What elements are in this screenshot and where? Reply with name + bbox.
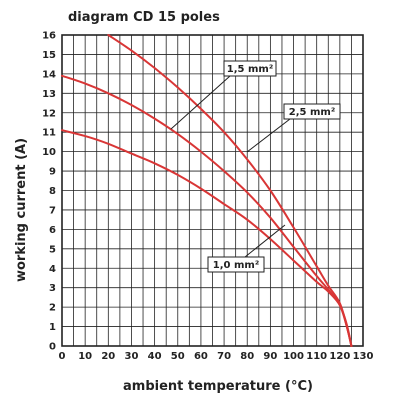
series-line: [107, 34, 353, 347]
y-axis-label: working current (A): [14, 138, 29, 282]
x-tick-label: 90: [263, 351, 277, 362]
series-label: 1,0 mm²: [213, 260, 259, 271]
chart-title: diagram CD 15 poles: [68, 10, 220, 25]
y-tick-label: 6: [49, 225, 56, 236]
y-tick-label: 16: [42, 31, 56, 42]
x-tick-label: 110: [306, 351, 327, 362]
series-label: 2,5 mm²: [289, 107, 335, 118]
y-tick-label: 13: [42, 89, 56, 100]
y-tick-label: 0: [49, 342, 56, 353]
y-tick-label: 2: [49, 303, 56, 314]
x-tick-label: 10: [78, 351, 92, 362]
y-tick-label: 7: [49, 205, 56, 216]
x-tick-label: 40: [148, 351, 162, 362]
x-tick-label: 60: [194, 351, 208, 362]
series-label: 1,5 mm²: [227, 64, 273, 75]
x-tick-label: 130: [353, 351, 374, 362]
y-tick-label: 5: [49, 244, 56, 255]
series-line: [61, 129, 353, 347]
y-tick-label: 8: [49, 186, 56, 197]
x-axis-label: ambient temperature (°C): [123, 379, 313, 394]
x-tick-label: 120: [329, 351, 350, 362]
series-lines: [61, 34, 353, 347]
x-tick-label: 30: [125, 351, 139, 362]
x-tick-label: 80: [240, 351, 254, 362]
y-tick-label: 15: [42, 50, 56, 61]
y-tick-label: 11: [42, 128, 56, 139]
series-label-leader: [244, 224, 286, 258]
x-tick-label: 50: [171, 351, 185, 362]
series-labels: 1,5 mm² 2,5 mm² 1,0 mm²: [170, 60, 341, 273]
x-tick-label: 20: [101, 351, 115, 362]
tick-labels: 0 10 20 30 40 50 60 70 80 90 100 110 120 130012345678…: [42, 31, 373, 363]
series-label-box: [283, 103, 341, 120]
y-tick-label: 1: [49, 322, 56, 333]
series-label-box: [207, 256, 265, 273]
y-tick-label: 4: [49, 264, 56, 275]
grid: [61, 34, 364, 347]
y-tick-label: 14: [42, 69, 56, 80]
plot-frame: [61, 34, 364, 347]
y-tick-label: 3: [49, 283, 56, 294]
y-tick-label: 9: [49, 167, 56, 178]
x-tick-label: 100: [283, 351, 304, 362]
series-label-leader: [170, 75, 231, 130]
x-tick-label: 0: [59, 351, 66, 362]
y-tick-label: 10: [42, 147, 56, 158]
x-tick-label: 70: [217, 351, 231, 362]
series-label-box: [223, 60, 277, 77]
series-label-leader: [246, 118, 291, 153]
y-tick-label: 12: [42, 108, 56, 119]
